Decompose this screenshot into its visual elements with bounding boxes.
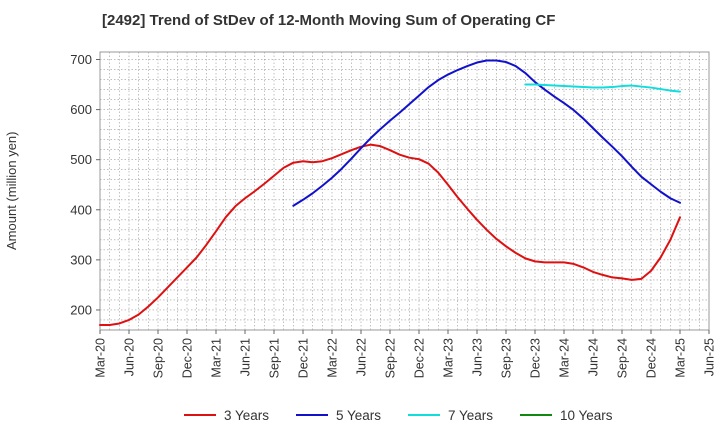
x-tick-label: Dec-24: [645, 338, 659, 378]
plot-area: [99, 51, 710, 331]
x-tick-label: Jun-25: [703, 338, 717, 376]
y-tick-label: 200: [70, 302, 92, 317]
x-tick-label: Sep-21: [268, 338, 282, 378]
y-tick-label: 400: [70, 202, 92, 217]
series-line-2: [292, 59, 681, 207]
x-tick-label: Mar-24: [558, 338, 572, 378]
legend-label-2: 5 Years: [336, 408, 381, 423]
x-tick-label: Jun-20: [123, 338, 137, 376]
x-tick-label: Mar-25: [674, 338, 688, 378]
y-tick-label: 700: [70, 52, 92, 67]
legend-label-1: 3 Years: [224, 408, 269, 423]
x-tick-label: Mar-21: [210, 338, 224, 378]
x-tick-label: Sep-23: [500, 338, 514, 378]
x-tick-label: Dec-23: [529, 338, 543, 378]
y-tick-label: 500: [70, 152, 92, 167]
chart-title: [2492] Trend of StDev of 12-Month Moving…: [102, 12, 556, 29]
y-tick-label: 600: [70, 102, 92, 117]
x-tick-label: Jun-24: [587, 338, 601, 376]
legend-label-3: 7 Years: [448, 408, 493, 423]
x-tick-label: Mar-20: [94, 338, 108, 378]
x-tick-label: Dec-21: [297, 338, 311, 378]
x-tick-label: Sep-20: [152, 338, 166, 378]
x-tick-label: Mar-22: [326, 338, 340, 378]
x-tick-label: Dec-22: [413, 338, 427, 378]
x-tick-label: Dec-20: [181, 338, 195, 378]
x-tick-label: Jun-21: [239, 338, 253, 376]
legend-label-4: 10 Years: [560, 408, 613, 423]
y-tick-label: 300: [70, 252, 92, 267]
x-tick-label: Mar-23: [442, 338, 456, 378]
x-tick-label: Jun-23: [471, 338, 485, 376]
x-tick-label: Sep-22: [384, 338, 398, 378]
x-tick-label: Jun-22: [355, 338, 369, 376]
x-tick-label: Sep-24: [616, 338, 630, 378]
series-line-1: [99, 143, 681, 326]
series-line-3: [524, 83, 681, 93]
